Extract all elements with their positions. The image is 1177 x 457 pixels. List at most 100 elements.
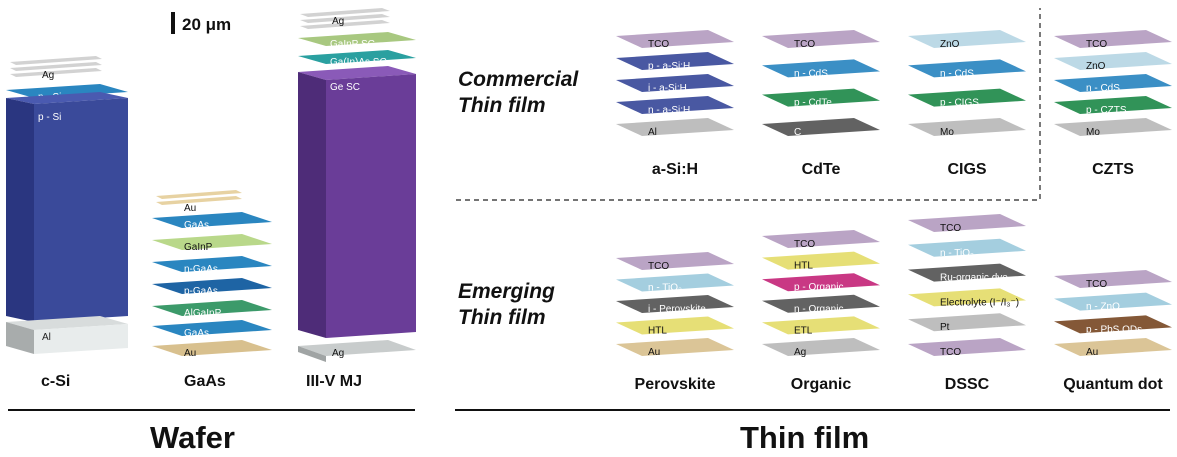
emerging-0-layer-label-2: i - Perovskite	[648, 304, 706, 315]
commercial-2-layer-2	[908, 88, 1026, 107]
commercial-1-title: CdTe	[802, 161, 841, 178]
emerging-2-layer-2	[908, 263, 1026, 282]
emerging-0-layer-3	[616, 316, 734, 335]
mj-layer-gainas: Ga(In)As SC	[330, 57, 387, 68]
commercial-2-layer-label-0: ZnO	[940, 39, 960, 50]
emerging-2-layer-1	[908, 238, 1026, 257]
scale-bar-label: 20 μm	[182, 15, 231, 34]
emerging-2-layer-label-0: TCO	[940, 223, 961, 234]
emerging-0-title: Perovskite	[635, 376, 716, 393]
commercial-3-layer-label-0: TCO	[1086, 39, 1107, 50]
csi-layer-ag: Ag	[42, 70, 54, 81]
emerging-stacks: TCO n - TiO₂ i - Perovskite HTL Au Perovskite…	[616, 214, 1172, 393]
scale-bar	[171, 12, 175, 34]
commercial-3-layer-0	[1054, 30, 1172, 48]
csi-layer-al: Al	[42, 332, 51, 343]
gaas-layer-n-gaas: n-GaAs	[184, 264, 218, 275]
emerging-3-layer-3	[1054, 338, 1172, 356]
commercial-0-title: a-Si:H	[652, 161, 698, 178]
commercial-label-line2: Thin film	[458, 94, 546, 117]
commercial-3-layer-label-3: p - CZTS	[1086, 105, 1127, 116]
emerging-3-layer-label-0: TCO	[1086, 279, 1107, 290]
commercial-1-layer-2	[762, 88, 880, 107]
commercial-3-layer-3	[1054, 96, 1172, 114]
gaas-layer-gaas-2: GaAs	[184, 328, 209, 339]
commercial-3-layer-label-2: n - CdS	[1086, 83, 1120, 94]
mj-layer-ge: Ge SC	[330, 82, 360, 93]
commercial-1-layer-label-0: TCO	[794, 39, 815, 50]
emerging-2-layer-0	[908, 214, 1026, 232]
gaas-layer-au-bottom: Au	[184, 348, 196, 359]
commercial-0-layer-4	[616, 118, 734, 136]
emerging-0-layer-label-1: n - TiO₂	[648, 283, 682, 294]
emerging-0-layer-label-0: TCO	[648, 261, 669, 272]
mj-layer-ag-bottom: Ag	[332, 348, 344, 359]
emerging-3-layer-label-1: n - ZnO	[1086, 302, 1120, 313]
mj-title: III-V MJ	[306, 373, 362, 390]
commercial-3-layer-1	[1054, 52, 1172, 70]
commercial-3-layer-label-1: ZnO	[1086, 61, 1106, 72]
emerging-1-layer-5	[762, 338, 880, 356]
commercial-2-layer-label-3: Mo	[940, 127, 954, 138]
commercial-0-layer-3	[616, 96, 734, 114]
commercial-2-layer-1	[908, 59, 1026, 78]
commercial-2-layer-label-2: p - CIGS	[940, 98, 979, 109]
emerging-2-layer-label-2: Ru-organic dye	[940, 273, 1008, 284]
commercial-2-title: CIGS	[947, 161, 986, 178]
gaas-title: GaAs	[184, 373, 226, 390]
commercial-1-layer-label-3: C	[794, 127, 801, 138]
emerging-3-layer-label-2: p - PbS QDs	[1086, 324, 1142, 335]
csi-title: c-Si	[41, 373, 70, 390]
thinfilm-section-label: Thin film	[740, 420, 869, 455]
commercial-3-title: CZTS	[1092, 161, 1134, 178]
emerging-1-layer-label-0: TCO	[794, 239, 815, 250]
gaas-layer-gaas-1: GaAs	[184, 220, 209, 231]
commercial-1-layer-0	[762, 30, 880, 48]
commercial-stacks: TCO p - a-Si:H i - a-Si:H n - a-Si:H Al a-Si:…	[616, 30, 1172, 178]
commercial-2-layer-label-1: n - CdS	[940, 68, 974, 79]
emerging-0-layer-2	[616, 295, 734, 313]
emerging-1-layer-2	[762, 273, 880, 292]
commercial-0-layer-1	[616, 52, 734, 70]
emerging-2-layer-label-4: Pt	[940, 322, 950, 333]
commercial-3-layer-2	[1054, 74, 1172, 92]
emerging-1-layer-3	[762, 294, 880, 313]
emerging-2-title: DSSC	[945, 376, 990, 393]
emerging-0-layer-0	[616, 252, 734, 270]
commercial-dashed-border	[456, 8, 1041, 201]
emerging-2-layer-label-3: Electrolyte (I⁻/I₃⁻)	[940, 297, 1019, 308]
commercial-1-layer-3	[762, 118, 880, 136]
emerging-2-layer-5	[908, 338, 1026, 356]
csi-layer-p-si: p - Si	[38, 112, 61, 123]
emerging-3-layer-1	[1054, 292, 1172, 311]
wafer-section-label: Wafer	[150, 420, 235, 455]
emerging-1-layer-label-4: ETL	[794, 325, 813, 336]
emerging-2-layer-3	[908, 288, 1026, 307]
emerging-1-layer-label-2: p - Organic	[794, 282, 843, 293]
commercial-0-layer-label-2: i - a-Si:H	[648, 83, 687, 94]
commercial-0-layer-label-4: Al	[648, 127, 657, 138]
gaas-layer-au-top: Au	[184, 203, 196, 214]
emerging-0-layer-label-3: HTL	[648, 326, 667, 337]
emerging-2-layer-label-1: n - TiO₂	[940, 248, 974, 259]
mj-layer-ag-top: Ag	[332, 16, 344, 27]
csi-stack: Ag n - Si p - Si Al	[6, 56, 128, 354]
emerging-1-layer-0	[762, 230, 880, 248]
gaas-layer-gainp: GaInP	[184, 242, 213, 253]
commercial-1-layer-label-1: n - CdS	[794, 68, 828, 79]
emerging-3-layer-0	[1054, 270, 1172, 288]
commercial-3-layer-4	[1054, 118, 1172, 136]
commercial-0-layer-label-1: p - a-Si:H	[648, 61, 690, 72]
emerging-0-layer-label-4: Au	[648, 347, 660, 358]
emerging-3-layer-2	[1054, 315, 1172, 334]
emerging-2-layer-4	[908, 313, 1026, 332]
commercial-3-layer-label-4: Mo	[1086, 127, 1100, 138]
commercial-2-layer-3	[908, 118, 1026, 136]
emerging-0-layer-1	[616, 273, 734, 292]
mj-stack: Ag GaInP SC Ga(In)As SC Ge SC Ag	[298, 8, 416, 362]
emerging-3-title: Quantum dot	[1063, 376, 1163, 393]
commercial-2-layer-0	[908, 30, 1026, 48]
emerging-1-layer-label-3: n - Organic	[794, 304, 843, 315]
commercial-0-layer-0	[616, 30, 734, 48]
